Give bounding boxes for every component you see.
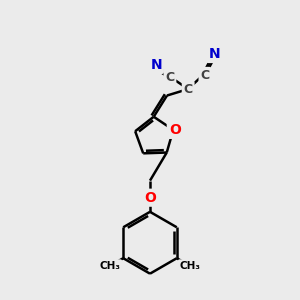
Text: C: C [184,82,193,96]
Text: N: N [208,47,220,61]
Text: O: O [169,123,181,137]
Text: N: N [150,58,162,72]
Text: CH₃: CH₃ [179,261,200,271]
Text: CH₃: CH₃ [100,261,121,271]
Text: O: O [144,191,156,205]
Text: C: C [200,69,209,82]
Text: C: C [165,71,175,84]
